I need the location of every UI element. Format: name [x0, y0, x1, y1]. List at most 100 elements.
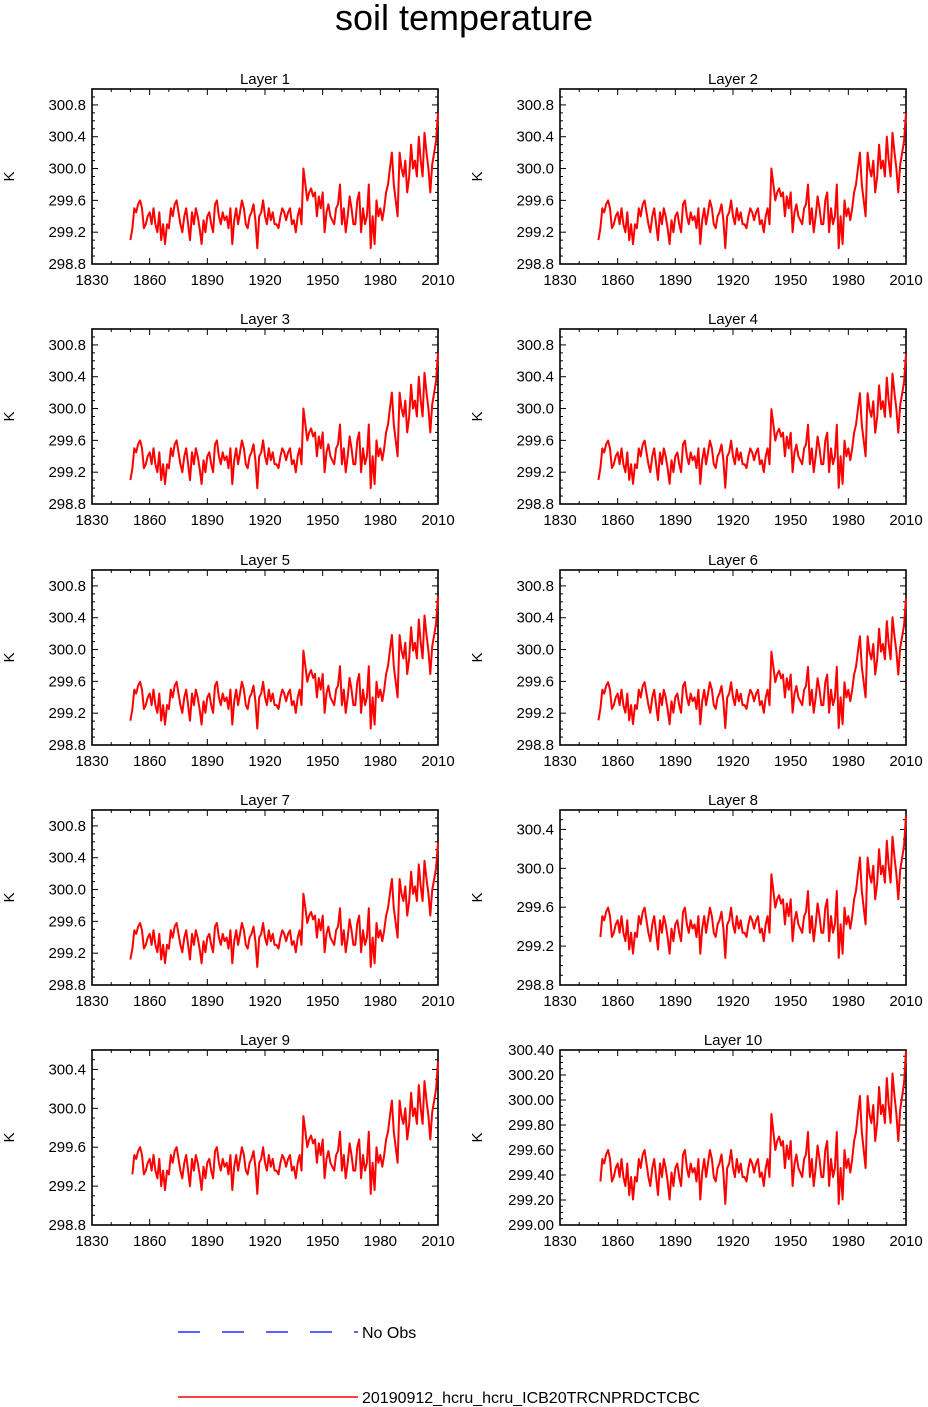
- x-tick-label: 1890: [659, 272, 692, 289]
- series-line-layer-4: [597, 353, 907, 489]
- x-tick-label: 1830: [543, 753, 576, 770]
- series-line-layer-9: [131, 1061, 439, 1195]
- series-line-layer-6: [597, 598, 907, 729]
- y-tick-label: 300.8: [516, 578, 554, 595]
- x-tick-label: 1830: [543, 272, 576, 289]
- panel-layer-3: Layer 3 K 1830 1860 1890 1920 1950 1980 2010 298.…: [1, 311, 455, 529]
- x-tick-label: 1980: [364, 1233, 397, 1250]
- x-tick-label: 1830: [75, 993, 108, 1010]
- y-tick-label: 299.6: [516, 432, 554, 449]
- plot-frame: [559, 569, 907, 746]
- panel-title: Layer 1: [240, 71, 290, 88]
- x-tick-label: 1830: [543, 993, 576, 1010]
- y-tick-label: 300.8: [48, 97, 86, 114]
- x-tick-label: 1950: [306, 993, 339, 1010]
- y-tick-label: 300.4: [48, 369, 86, 386]
- x-tick-label: 1830: [75, 1233, 108, 1250]
- y-tick-label: 300.8: [48, 818, 86, 835]
- y-tick-label: 300.00: [508, 1092, 554, 1109]
- panel-layer-6: Layer 6 K 1830 1860 1890 1920 1950 1980 2010 298.…: [469, 552, 923, 770]
- panel-grid: Layer 1 K 1830 1860 1890 1920 1950 1980 2010 298.…: [1, 71, 923, 1250]
- y-axis-label: K: [469, 652, 486, 662]
- y-tick-label: 299.80: [508, 1117, 554, 1134]
- y-tick-label: 299.6: [48, 1139, 86, 1156]
- y-tick-label: 299.60: [508, 1142, 554, 1159]
- legend-no-obs-label: No Obs: [362, 1325, 416, 1342]
- x-tick-label: 1890: [191, 512, 224, 529]
- x-tick-label: 1920: [248, 993, 281, 1010]
- y-tick-label: 300.4: [48, 129, 86, 146]
- y-tick-label: 300.4: [48, 1061, 86, 1078]
- y-tick-label: 300.40: [508, 1042, 554, 1059]
- y-tick-label: 299.2: [516, 705, 554, 722]
- series-line-layer-5: [129, 595, 439, 730]
- x-tick-label: 1890: [191, 753, 224, 770]
- panel-title: Layer 7: [240, 792, 290, 809]
- x-tick-label: 1860: [133, 753, 166, 770]
- x-tick-label: 1980: [364, 512, 397, 529]
- y-tick-label: 300.8: [48, 578, 86, 595]
- y-tick-label: 299.6: [48, 432, 86, 449]
- y-tick-label: 300.0: [48, 401, 86, 418]
- panel-title: Layer 6: [708, 552, 758, 569]
- x-tick-label: 2010: [421, 1233, 454, 1250]
- plot-frame: [91, 569, 439, 746]
- figure-title: soil temperature: [335, 0, 593, 38]
- x-tick-label: 1980: [832, 753, 865, 770]
- series-line-layer-8: [599, 815, 907, 959]
- x-tick-label: 2010: [421, 512, 454, 529]
- x-tick-label: 1860: [133, 272, 166, 289]
- panel-layer-7: Layer 7 K 1830 1860 1890 1920 1950 1980 2010 298.…: [1, 792, 455, 1010]
- x-tick-label: 1860: [601, 272, 634, 289]
- panel-layer-10: Layer 10 K 1830 1860 1890 1920 1950 1980 2010 299…: [469, 1032, 923, 1250]
- x-tick-label: 1920: [716, 1233, 749, 1250]
- y-tick-label: 298.8: [516, 977, 554, 994]
- y-tick-label: 300.8: [48, 337, 86, 354]
- panel-title: Layer 5: [240, 552, 290, 569]
- x-tick-label: 1890: [191, 993, 224, 1010]
- y-tick-label: 299.2: [516, 464, 554, 481]
- y-axis-label: K: [469, 892, 486, 902]
- x-tick-label: 1920: [248, 272, 281, 289]
- y-axis-label: K: [1, 1132, 18, 1142]
- y-tick-label: 299.2: [516, 938, 554, 955]
- legend: No Obs 20190912_hcru_hcru_ICB20TRCNPRDCT…: [178, 1325, 700, 1407]
- y-tick-label: 298.8: [516, 737, 554, 754]
- legend-model-label: 20190912_hcru_hcru_ICB20TRCNPRDCTCBC: [362, 1390, 700, 1407]
- x-tick-label: 1980: [832, 993, 865, 1010]
- y-tick-label: 298.8: [516, 496, 554, 513]
- x-tick-label: 1890: [191, 1233, 224, 1250]
- x-tick-label: 1980: [832, 512, 865, 529]
- y-tick-label: 300.8: [516, 97, 554, 114]
- x-tick-label: 1860: [601, 753, 634, 770]
- y-tick-label: 299.2: [48, 945, 86, 962]
- series-line-layer-10: [599, 1050, 907, 1205]
- x-tick-label: 1980: [832, 272, 865, 289]
- x-tick-label: 1890: [659, 512, 692, 529]
- x-tick-label: 1860: [601, 512, 634, 529]
- x-tick-label: 2010: [421, 272, 454, 289]
- plot-frame: [559, 88, 907, 265]
- x-tick-label: 2010: [889, 512, 922, 529]
- series-line-layer-1: [129, 112, 439, 250]
- x-tick-label: 1980: [364, 993, 397, 1010]
- y-axis-label: K: [1, 652, 18, 662]
- y-tick-label: 298.8: [48, 1217, 86, 1234]
- x-tick-label: 1920: [248, 1233, 281, 1250]
- x-tick-label: 1920: [248, 753, 281, 770]
- panel-layer-4: Layer 4 K 1830 1860 1890 1920 1950 1980 2010 298.…: [469, 311, 923, 529]
- panel-title: Layer 2: [708, 71, 758, 88]
- x-tick-label: 1830: [543, 512, 576, 529]
- y-tick-label: 299.6: [516, 192, 554, 209]
- plot-frame: [91, 328, 439, 505]
- y-tick-label: 299.2: [48, 224, 86, 241]
- y-tick-label: 299.6: [48, 913, 86, 930]
- y-tick-label: 299.2: [48, 464, 86, 481]
- y-tick-label: 298.8: [48, 496, 86, 513]
- y-tick-label: 300.4: [516, 129, 554, 146]
- y-axis-label: K: [469, 1132, 486, 1142]
- x-tick-label: 1950: [774, 512, 807, 529]
- plot-frame: [559, 328, 907, 505]
- x-tick-label: 1950: [306, 1233, 339, 1250]
- y-tick-label: 299.20: [508, 1192, 554, 1209]
